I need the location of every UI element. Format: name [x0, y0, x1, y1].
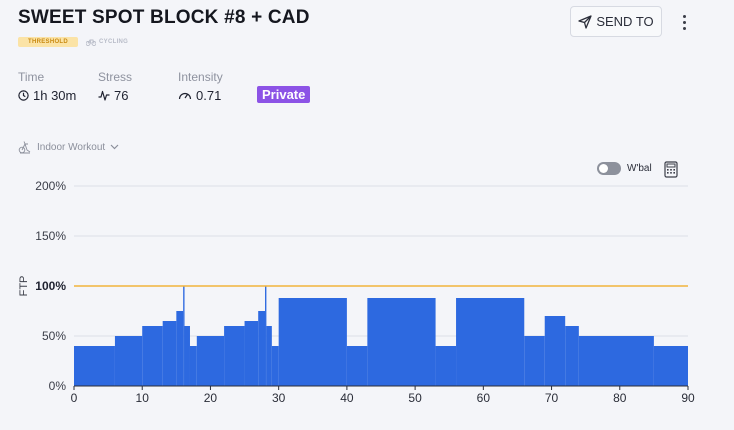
more-dot-icon	[682, 26, 686, 30]
x-tick-label: 50	[408, 391, 422, 405]
calculator-icon	[664, 161, 678, 178]
trainer-icon	[18, 141, 31, 154]
y-tick-label: 50%	[42, 329, 66, 343]
workout-segment-bar	[196, 336, 225, 386]
clock-icon	[18, 90, 29, 101]
workout-type-dropdown[interactable]: Indoor Workout	[18, 140, 119, 154]
gauge-icon	[178, 92, 192, 100]
workout-chart: 0% 50% 100% 150% 200% FTP 0 10 20 30 40 50 60 70 80 90	[18, 179, 695, 405]
workout-segment-bar	[258, 311, 266, 386]
workout-tags: THRESHOLD CYCLING	[18, 37, 128, 47]
intensity-label: Intensity	[178, 70, 223, 84]
stress-stat: Stress 76	[98, 70, 132, 103]
time-stat: Time 1h 30m	[18, 70, 76, 103]
workout-segment-bar	[271, 346, 279, 386]
sport-tag: CYCLING	[86, 38, 128, 46]
x-tick-label: 60	[477, 391, 491, 405]
workout-segment-bar	[244, 321, 259, 386]
workout-segment-bar	[189, 346, 197, 386]
workout-segment-bar	[346, 346, 368, 386]
workout-segment-bar	[176, 311, 184, 386]
send-to-button[interactable]: SEND TO	[570, 6, 662, 37]
workout-segment-bar	[266, 326, 272, 386]
x-tick-label: 40	[340, 391, 354, 405]
private-badge: Private	[257, 86, 311, 103]
workout-segment-bar	[456, 298, 525, 386]
x-tick-label: 20	[204, 391, 218, 405]
more-options-button[interactable]	[676, 12, 692, 32]
send-to-label: SEND TO	[596, 14, 654, 29]
x-tick-label: 30	[272, 391, 286, 405]
stress-label: Stress	[98, 70, 133, 84]
y-tick-label: 0%	[49, 379, 67, 393]
bike-icon	[86, 39, 97, 46]
workout-segment-bar	[653, 346, 688, 386]
workout-title: SWEET SPOT BLOCK #8 + CAD	[18, 7, 310, 28]
time-label: Time	[18, 70, 45, 84]
pulse-icon	[98, 90, 110, 101]
x-tick-label: 70	[545, 391, 559, 405]
x-tick-label: 10	[136, 391, 150, 405]
workout-segment-bar	[544, 316, 566, 386]
workout-segment-bar	[578, 336, 654, 386]
x-tick-label: 0	[71, 391, 78, 405]
workout-segment-bar	[435, 346, 457, 386]
wbal-toggle[interactable]	[597, 162, 621, 175]
time-value: 1h 30m	[33, 88, 77, 103]
workout-segment-bar	[184, 326, 190, 386]
x-tick-label: 90	[681, 391, 695, 405]
sport-tag-label: CYCLING	[99, 39, 129, 45]
wbal-toggle-group: W'bal	[597, 162, 652, 175]
workout-segment-bar	[265, 286, 267, 386]
wbal-label: W'bal	[627, 163, 652, 174]
workout-segment-bar	[114, 336, 143, 386]
workout-segment-bar	[74, 346, 115, 386]
intensity-value: 0.71	[196, 88, 222, 103]
workout-segment-bar	[565, 326, 579, 386]
intensity-stat: Intensity 0.71	[178, 70, 223, 103]
workout-segment-bar	[367, 298, 436, 386]
more-dot-icon	[682, 14, 686, 18]
calculator-button[interactable]	[664, 161, 678, 183]
threshold-tag: THRESHOLD	[18, 37, 79, 47]
chevron-down-icon	[110, 144, 119, 150]
workout-segment-bar	[162, 321, 177, 386]
workout-type-label: Indoor Workout	[37, 141, 106, 153]
y-tick-label: 200%	[35, 179, 66, 193]
y-tick-label: 150%	[35, 229, 66, 243]
workout-segment-bar	[224, 326, 245, 386]
x-tick-label: 80	[613, 391, 627, 405]
workout-segment-bar	[278, 298, 347, 386]
send-icon	[578, 14, 592, 29]
more-dot-icon	[682, 20, 686, 24]
workout-segment-bar	[142, 326, 163, 386]
workout-segment-bar	[183, 286, 185, 386]
y-tick-label: 100%	[35, 279, 66, 293]
workout-segment-bar	[524, 336, 545, 386]
stress-value: 76	[114, 88, 129, 103]
y-axis-title: FTP	[18, 276, 30, 297]
